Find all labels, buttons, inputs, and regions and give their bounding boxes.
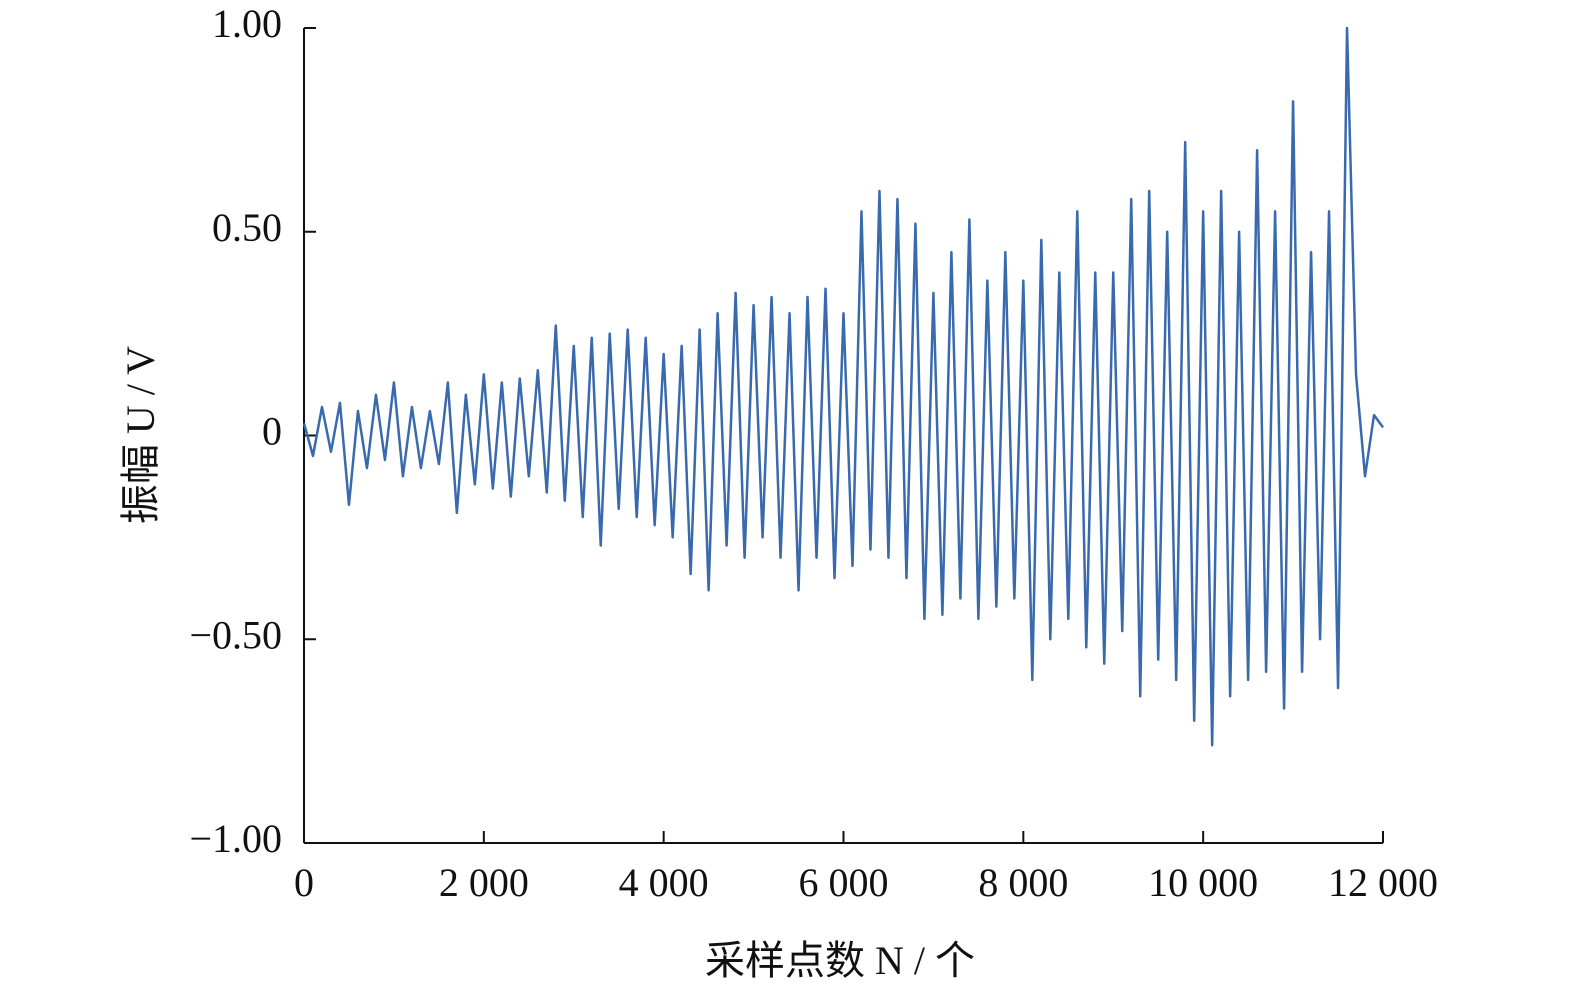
- x-tick-label: 0: [294, 860, 314, 905]
- y-axis-title: 振幅 U / V: [118, 346, 163, 524]
- x-tick-label: 12 000: [1328, 860, 1438, 905]
- waveform-line: [302, 26, 1385, 747]
- x-tick-label: 4 000: [619, 860, 709, 905]
- x-axis-title: 采样点数 N / 个: [705, 938, 975, 983]
- y-tick-label: −1.00: [189, 816, 282, 861]
- x-tick-label: 2 000: [439, 860, 529, 905]
- x-tick-label: 8 000: [978, 860, 1068, 905]
- x-tick-label: 10 000: [1148, 860, 1258, 905]
- y-tick-label: 1.00: [212, 1, 282, 46]
- y-tick-label: −0.50: [189, 612, 282, 657]
- y-tick-label: 0: [262, 409, 282, 454]
- x-tick-label: 6 000: [799, 860, 889, 905]
- y-tick-label: 0.50: [212, 205, 282, 250]
